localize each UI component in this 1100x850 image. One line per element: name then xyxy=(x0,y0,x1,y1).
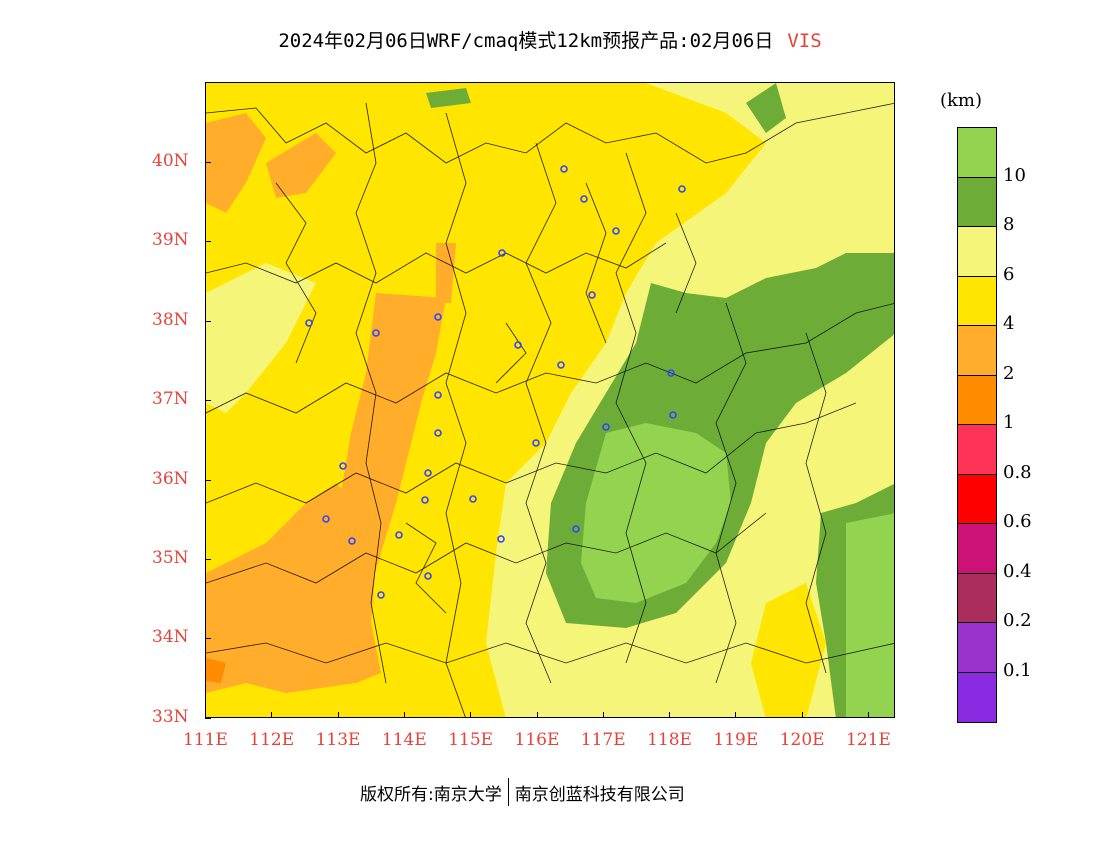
y-tick-mark xyxy=(205,241,211,243)
x-tick-label: 111E xyxy=(183,730,228,750)
y-tick-label: 34N xyxy=(152,627,189,648)
y-tick-label: 40N xyxy=(152,151,189,171)
x-tick-label: 121E xyxy=(846,730,891,750)
colorbar-unit: (km) xyxy=(940,90,983,111)
region-orange-northwest-2 xyxy=(266,133,336,198)
y-tick-mark xyxy=(205,162,211,163)
colorbar-swatch xyxy=(958,128,996,178)
visibility-field xyxy=(206,83,894,717)
footer: 版权所有:南京大学 南京创蓝科技有限公司 xyxy=(360,778,685,806)
x-tick-label: 119E xyxy=(713,730,759,750)
x-tick-mark xyxy=(801,712,803,718)
region-orange-ne-strip xyxy=(436,243,456,303)
variable-label: VIS xyxy=(787,30,822,52)
colorbar-label: 4 xyxy=(1003,313,1015,334)
title-text: 2024年02月06日WRF/cmaq模式12km预报产品:02月06日 xyxy=(278,30,774,52)
colorbar-label: 0.1 xyxy=(1003,659,1032,681)
y-tick-label: 33N xyxy=(152,706,189,727)
x-tick-mark xyxy=(536,712,538,718)
y-tick-mark xyxy=(205,320,211,322)
boundary-lines xyxy=(206,102,894,717)
colorbar-label: 2 xyxy=(1003,362,1015,384)
x-tick-label: 117E xyxy=(580,730,626,750)
x-tick-label: 114E xyxy=(381,730,427,750)
colorbar-swatch xyxy=(958,474,996,524)
colorbar-label: 0.4 xyxy=(1003,560,1032,582)
region-yellow-east xyxy=(751,583,826,717)
colorbar-label: 8 xyxy=(1003,214,1015,235)
x-tick-mark xyxy=(602,712,604,718)
x-tick-label: 115E xyxy=(448,730,494,750)
x-tick-label: 120E xyxy=(779,730,825,750)
footer-right: 南京创蓝科技有限公司 xyxy=(514,784,685,805)
x-tick-label: 112E xyxy=(249,730,295,750)
x-tick-mark xyxy=(205,712,206,718)
colorbar-swatch xyxy=(958,276,996,326)
colorbar-swatch xyxy=(958,425,996,475)
y-tick-label: 36N xyxy=(152,468,189,489)
region-dark-green-nw xyxy=(426,88,471,108)
y-tick-mark xyxy=(205,400,211,402)
x-tick-mark xyxy=(868,712,869,718)
x-tick-label: 113E xyxy=(315,730,361,750)
region-orange-northwest xyxy=(206,113,266,213)
y-tick-mark xyxy=(205,479,211,481)
y-tick-mark xyxy=(205,638,211,640)
region-light-green-east xyxy=(846,513,894,717)
colorbar-swatch xyxy=(958,227,996,277)
region-dark-green-north xyxy=(746,83,786,133)
x-tick-mark xyxy=(403,712,405,718)
y-tick-mark xyxy=(205,717,211,719)
colorbar-swatch xyxy=(958,326,996,376)
colorbar-swatch xyxy=(958,375,996,425)
x-tick-label: 116E xyxy=(514,730,560,750)
x-tick-label: 118E xyxy=(647,730,692,750)
colorbar-label: 0.8 xyxy=(1003,461,1032,483)
x-tick-mark xyxy=(669,712,671,718)
colorbar-label: 0.6 xyxy=(1003,511,1032,532)
map-title: 2024年02月06日WRF/cmaq模式12km预报产品:02月06日 VIS xyxy=(0,26,1100,53)
station-markers xyxy=(305,165,686,599)
footer-divider xyxy=(507,778,509,806)
forecast-map xyxy=(205,82,895,718)
colorbar-swatch xyxy=(958,177,996,227)
colorbar-label: 6 xyxy=(1003,263,1015,285)
y-tick-label: 38N xyxy=(152,309,189,330)
colorbar-label: 1 xyxy=(1003,412,1015,433)
x-tick-mark xyxy=(271,712,273,718)
colorbar-swatch xyxy=(958,524,996,574)
region-dark-orange xyxy=(206,658,226,683)
colorbar-label: 0.2 xyxy=(1003,610,1032,631)
y-tick-label: 37N xyxy=(152,389,189,410)
y-tick-label: 39N xyxy=(152,230,189,251)
colorbar-label: 10 xyxy=(1003,164,1026,186)
x-tick-mark xyxy=(735,712,737,718)
region-orange-southwest xyxy=(206,483,381,693)
x-tick-mark xyxy=(470,712,472,718)
colorbar-swatch xyxy=(958,623,996,673)
region-light-yellow-west xyxy=(206,263,316,413)
y-tick-mark xyxy=(205,559,211,560)
y-tick-label: 35N xyxy=(152,548,189,568)
colorbar-swatch xyxy=(958,672,996,722)
colorbar xyxy=(957,127,997,723)
x-tick-mark xyxy=(337,712,339,718)
footer-left: 版权所有:南京大学 xyxy=(360,784,502,805)
colorbar-swatch xyxy=(958,573,996,623)
